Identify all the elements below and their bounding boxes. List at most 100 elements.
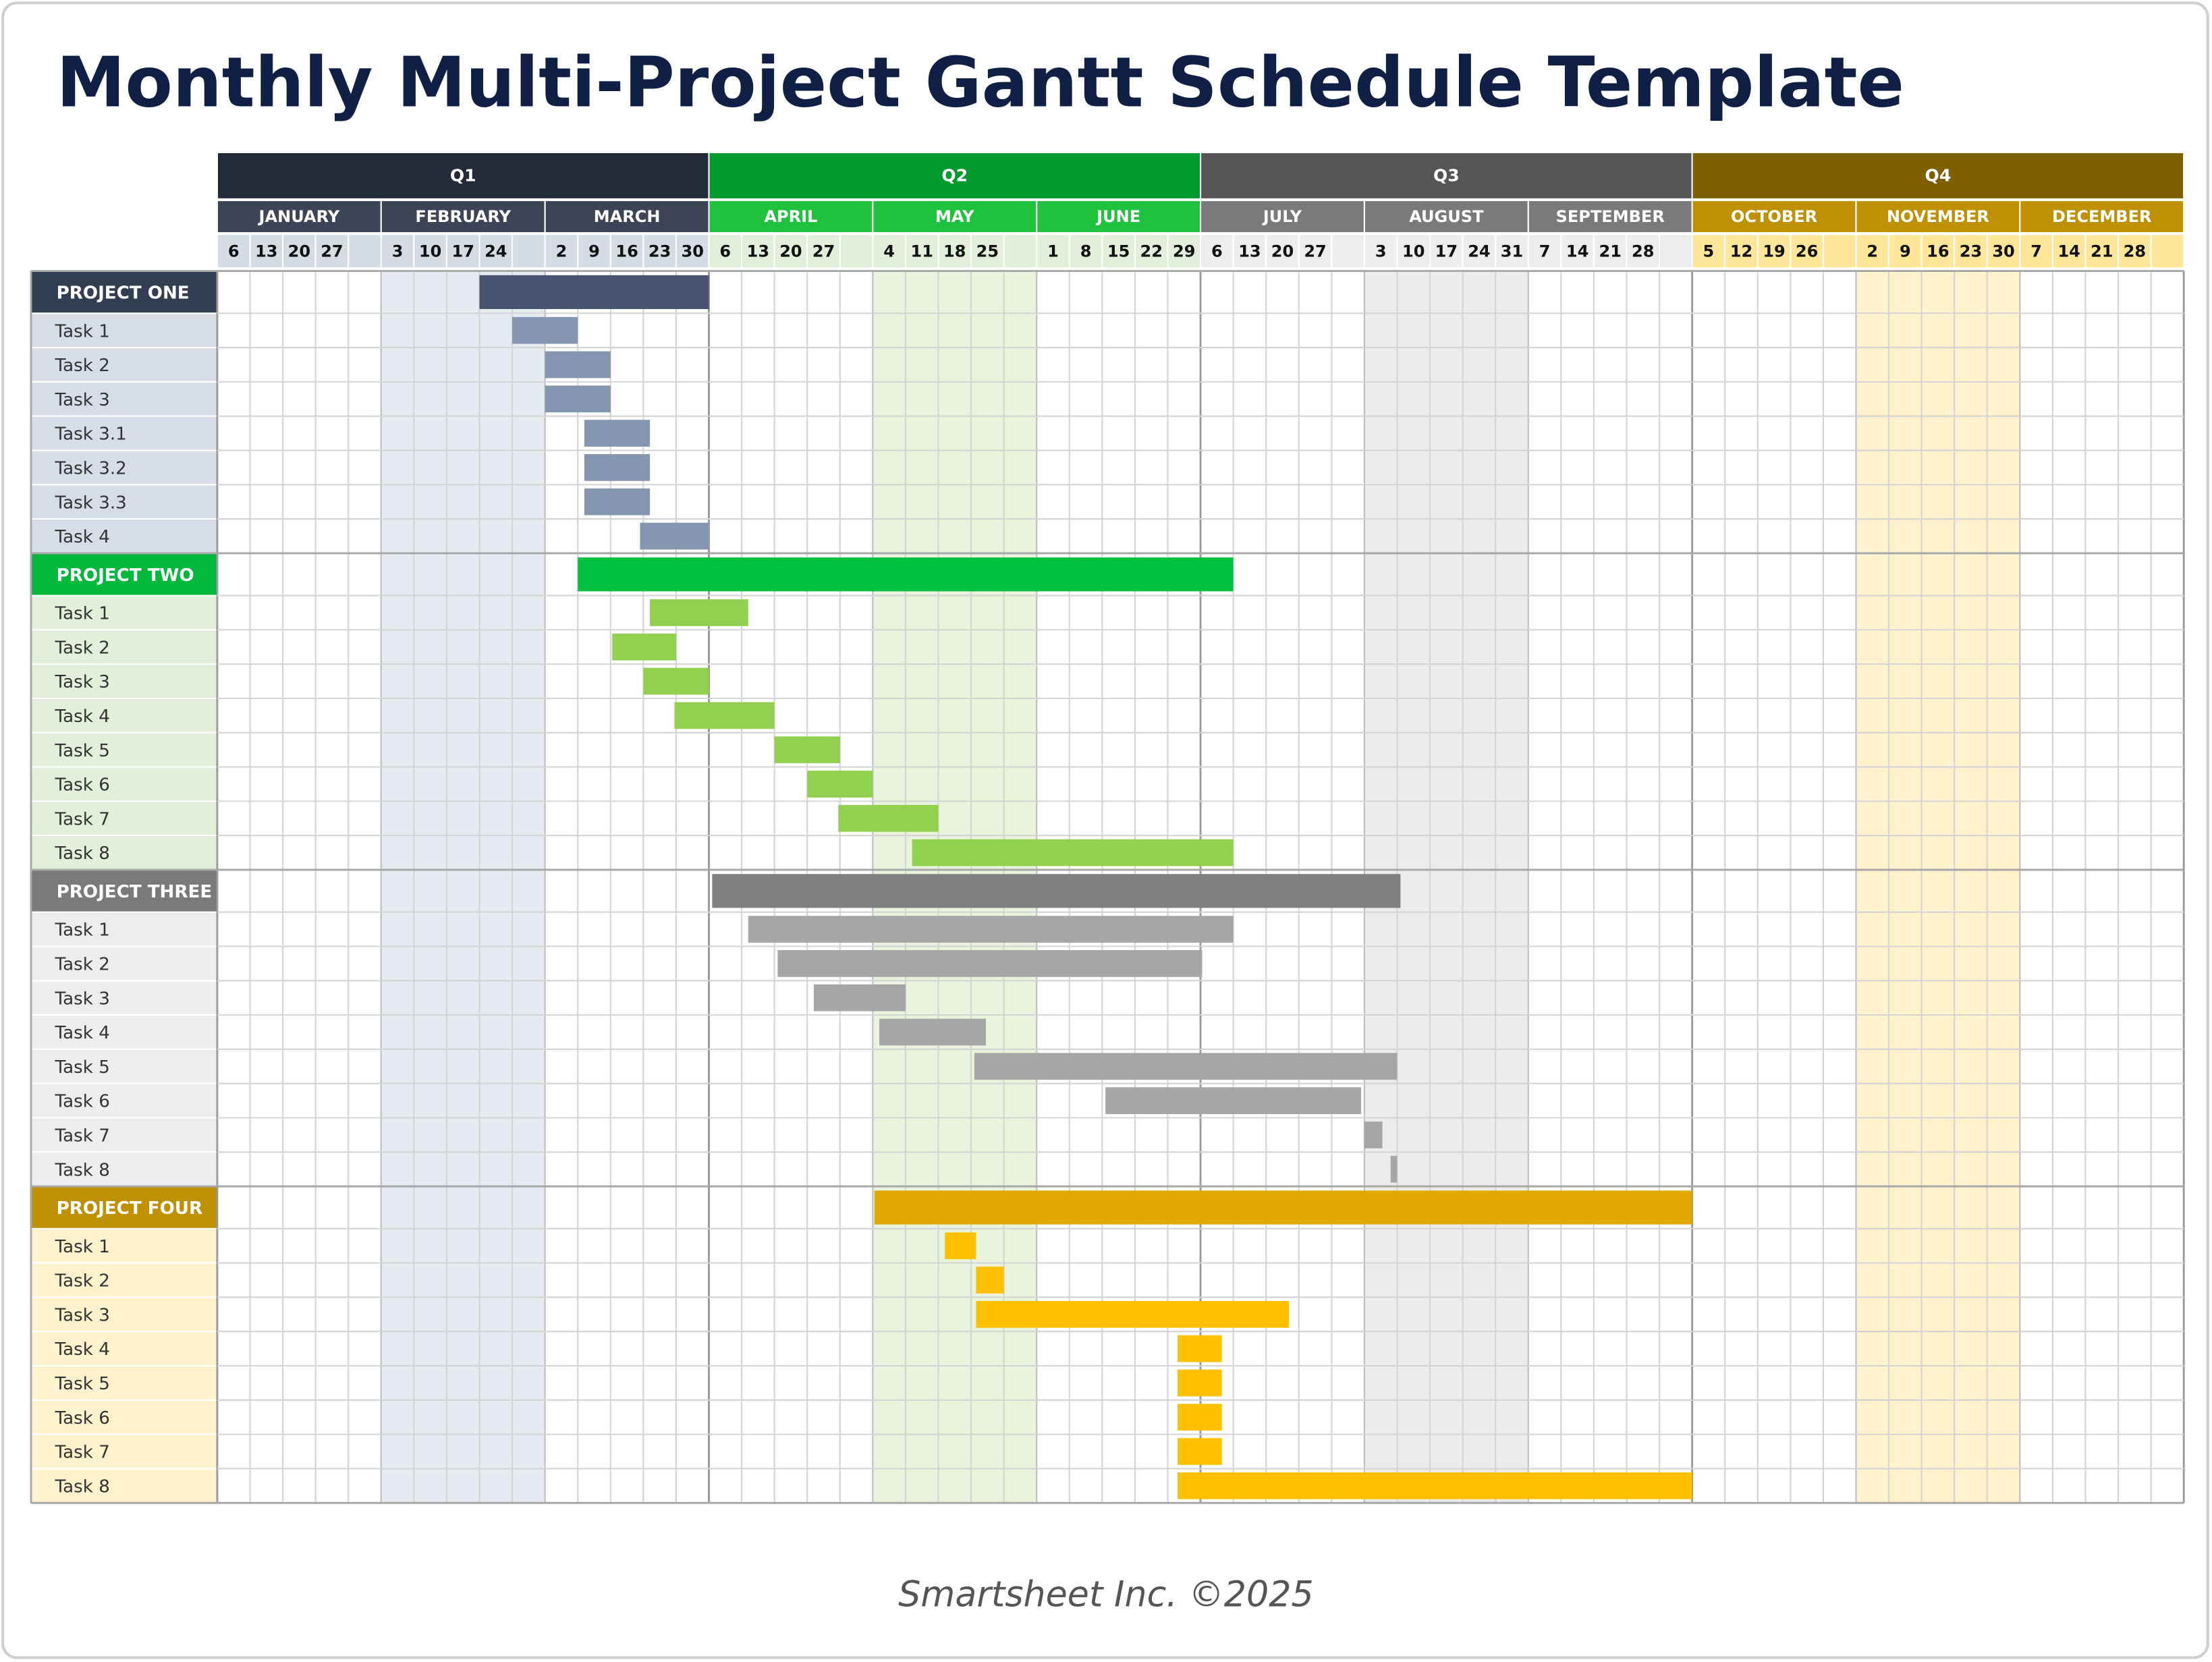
task-bar [650,599,748,626]
week-label: 9 [588,242,600,260]
week-cell [675,233,710,269]
week-cell [1855,233,1890,269]
task-name: Task 7 [55,809,110,829]
week-cell [1396,233,1431,269]
week-label: 17 [1435,242,1458,260]
task-bar [748,916,1234,943]
week-cell [1986,233,2021,269]
month-header [708,199,874,234]
week-label: 7 [1539,242,1551,260]
week-label: 14 [1566,242,1588,260]
week-cell [1134,233,1169,269]
week-label: 15 [1107,242,1130,260]
task-bar [1178,1335,1222,1362]
task-label-cell [30,1014,218,1050]
task-bar [1105,1087,1362,1114]
week-label: 27 [812,242,835,260]
task-name: Task 6 [55,775,110,796]
week-label: 8 [1080,242,1092,260]
task-bar [1178,1472,1692,1499]
week-label: 28 [1632,242,1654,260]
quarter-header [1200,151,1693,200]
month-header [872,199,1038,234]
week-cell [511,233,546,269]
month-label: JULY [1262,207,1302,226]
quarter-label: Q4 [1925,165,1952,185]
week-label: 19 [1763,242,1785,260]
week-cell [1462,233,1497,269]
task-bar [643,667,709,695]
week-cell [445,233,480,269]
task-bar [545,385,611,413]
month-label: NOVEMBER [1887,207,1990,226]
project-name: PROJECT THREE [57,882,213,902]
week-label: 2 [556,242,568,260]
week-cell [1920,233,1956,269]
week-label: 16 [1927,242,1949,260]
week-label: 24 [485,242,507,260]
week-cell [1659,233,1693,269]
week-label: 26 [1796,242,1818,260]
task-bar [674,702,775,729]
week-label: 23 [648,242,671,260]
task-bar [1390,1155,1398,1183]
month-header [544,199,710,234]
task-name: Task 2 [55,1271,110,1292]
week-cell [1331,233,1365,269]
week-label: 24 [1468,242,1490,260]
month-header [1855,199,2021,234]
task-name: Task 3.3 [55,493,127,513]
week-cell [1822,233,1857,269]
task-name: Task 6 [55,1408,110,1429]
week-cell [1068,233,1103,269]
week-label: 9 [1900,242,1911,260]
task-name: Task 4 [55,707,110,727]
week-label: 31 [1501,242,1523,260]
task-bar [774,736,840,764]
task-name: Task 6 [55,1092,110,1112]
task-bar [1178,1438,1222,1465]
task-label-cell [30,1262,218,1298]
quarter-label: Q2 [941,165,968,185]
week-label: 30 [681,242,703,260]
month-label: MARCH [594,207,661,226]
footer: Smartsheet Inc. ©2025 [898,1574,1313,1615]
week-label: 2 [1867,242,1878,260]
task-name: Task 5 [55,1374,110,1394]
task-name: Task 4 [55,527,110,547]
project-label-cell [30,1186,217,1229]
week-cell [2118,233,2152,269]
task-name: Task 4 [55,1339,110,1360]
month-header [1691,199,1857,234]
week-label: 5 [1703,242,1715,260]
task-name: Task 4 [55,1023,110,1043]
week-cell [2051,233,2086,269]
month-header [1200,199,1365,234]
task-bar [1178,1369,1222,1397]
week-cell [1888,233,1923,269]
week-label: 16 [615,242,638,260]
project-label-cell [30,271,217,314]
week-label: 13 [747,242,769,260]
task-name: Task 7 [55,1126,110,1146]
task-bar [584,420,651,447]
task-label-cell [30,312,218,349]
project-bar [874,1190,1692,1225]
task-name: Task 3.1 [55,424,127,445]
task-name: Task 2 [55,356,110,376]
month-label: APRIL [764,207,817,226]
project-name: PROJECT ONE [57,283,190,303]
task-bar [838,804,939,832]
project-bar [578,557,1234,592]
task-bar [976,1267,1004,1294]
week-label: 12 [1730,242,1752,260]
week-cell [282,233,316,269]
month-label: SEPTEMBER [1556,207,1665,226]
month-header [1363,199,1529,234]
week-cell [577,233,611,269]
week-cell [1232,233,1267,269]
week-label: 3 [1375,242,1387,260]
week-cell [642,233,677,269]
week-label: 18 [943,242,966,260]
quarter-header [708,151,1202,200]
